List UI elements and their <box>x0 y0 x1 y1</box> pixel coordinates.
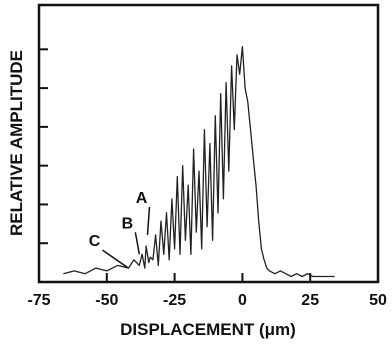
x-tick-label: 25 <box>301 292 319 309</box>
annotations: AB C <box>89 190 151 269</box>
annotation-leader <box>102 249 129 269</box>
x-tick-label: 50 <box>369 292 387 309</box>
x-tick-label: -50 <box>95 292 118 309</box>
series-layer <box>63 45 335 278</box>
series-line <box>63 45 335 278</box>
x-tick-label: -25 <box>163 292 186 309</box>
annotation-label-a: A <box>136 190 148 207</box>
annotation-leader <box>134 232 141 255</box>
y-axis-title: RELATIVE AMPLITUDE <box>7 50 26 236</box>
x-tick-label: 0 <box>238 292 247 309</box>
y-ticks <box>39 48 48 245</box>
x-axis-title: DISPLACEMENT (μm) <box>120 320 296 339</box>
annotation-label-c: C <box>89 233 101 250</box>
annotation-leader <box>146 206 151 235</box>
x-ticks: -75 -50 -25 0 25 50 <box>27 273 387 309</box>
x-tick-label: -75 <box>27 292 50 309</box>
annotation-label-b: B <box>122 215 134 232</box>
plot-frame <box>37 3 380 284</box>
